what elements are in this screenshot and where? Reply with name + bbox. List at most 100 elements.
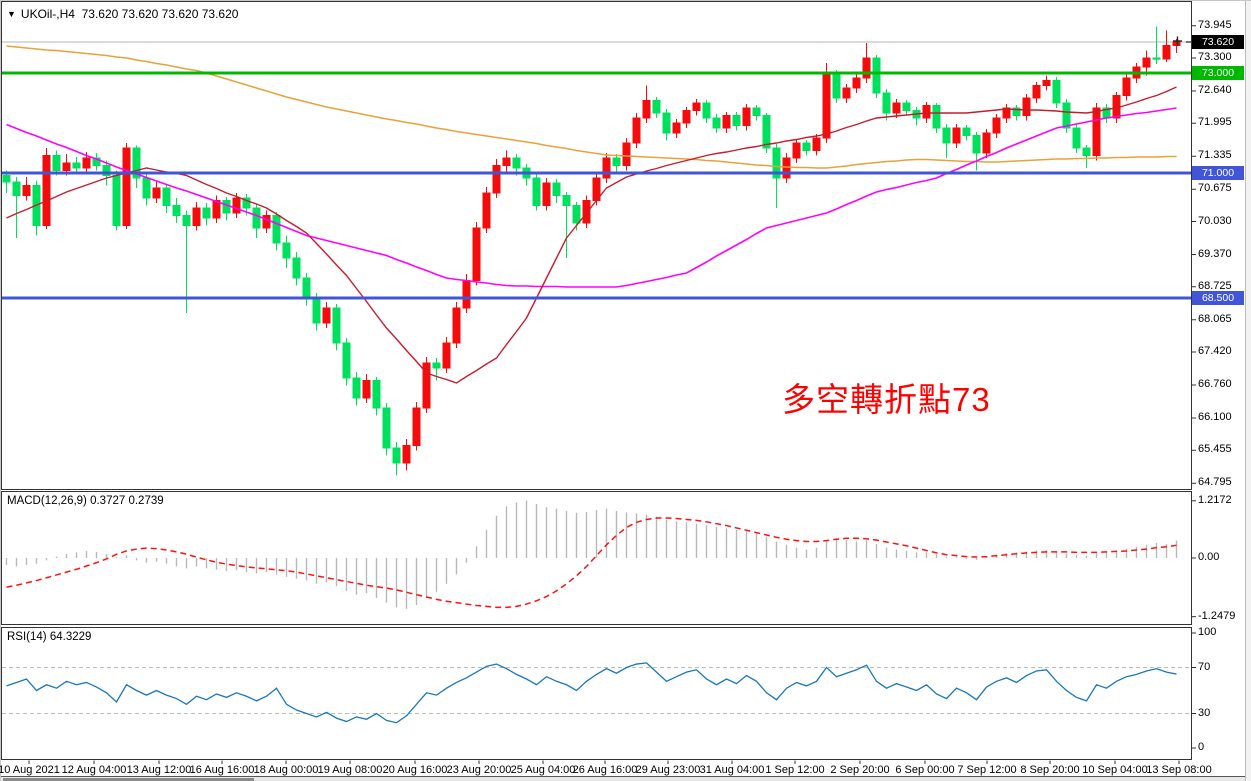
candle-up	[412, 407, 421, 446]
candle-down	[1152, 57, 1161, 60]
candle-down	[392, 447, 401, 464]
candle-up	[62, 162, 71, 171]
candle-down	[372, 380, 381, 409]
price-badge: 73.000	[1192, 66, 1244, 80]
rsi-values: 64.3229	[49, 631, 92, 643]
candle-down	[242, 197, 251, 209]
symbol-dropdown-icon[interactable]: ▼	[7, 9, 16, 19]
axis-label: 69.370	[1198, 247, 1232, 260]
candle-up	[122, 147, 131, 226]
candle-up	[672, 122, 681, 134]
candle-down	[132, 147, 141, 179]
candle-down	[572, 205, 581, 224]
date-label: 20 Aug 16:00	[382, 764, 448, 776]
axis-label: 64.795	[1198, 476, 1232, 489]
candle-up	[492, 165, 501, 194]
candle-down	[292, 257, 301, 279]
candle-down	[512, 157, 521, 169]
candle-down	[932, 105, 941, 129]
candle-down	[272, 215, 281, 244]
candle-down	[92, 157, 101, 166]
candle-down	[532, 177, 541, 206]
date-label: 13 Aug 12:00	[126, 764, 192, 776]
candle-up	[1162, 45, 1171, 60]
date-label: 13 Sep 08:00	[1146, 764, 1212, 776]
candle-up	[692, 102, 701, 111]
candle-up	[582, 200, 591, 224]
candle-down	[752, 107, 761, 116]
ohlc-quotes: 73.620 73.620 73.620 73.620	[81, 7, 239, 21]
candle-down	[432, 362, 441, 369]
candle-up	[1092, 107, 1101, 156]
candle-down	[2, 175, 11, 183]
axis-label: 71.335	[1198, 149, 1232, 162]
candle-up	[982, 132, 991, 154]
axis-label: 70.675	[1198, 182, 1232, 195]
candle-down	[102, 165, 111, 176]
axis-label: 68.065	[1198, 312, 1232, 325]
candle-down	[382, 407, 391, 449]
candle-down	[222, 200, 231, 214]
candle-down	[252, 207, 261, 229]
axis-label: 1.2172	[1198, 493, 1232, 506]
rsi-name: RSI(14)	[7, 631, 47, 643]
axis-label: 100	[1198, 626, 1217, 638]
candle-down	[872, 57, 881, 94]
candle-down	[662, 112, 671, 134]
date-label: 23 Aug 20:00	[446, 764, 512, 776]
date-label: 10 Sep 04:00	[1082, 764, 1148, 776]
axis-label: 73.300	[1198, 51, 1232, 63]
candle-up	[192, 207, 201, 226]
candle-down	[732, 115, 741, 126]
candle-down	[962, 127, 971, 136]
candle-down	[552, 182, 561, 196]
rsi-indicator-label: RSI(14) 64.3229	[7, 631, 91, 643]
candle-up	[782, 157, 791, 179]
date-label: 26 Aug 16:00	[572, 764, 638, 776]
price-badge: 71.000	[1192, 166, 1244, 180]
candle-up	[82, 157, 91, 169]
date-label: 12 Aug 04:00	[61, 764, 127, 776]
axis-label: 68.725	[1198, 279, 1232, 292]
candle-up	[952, 127, 961, 144]
candle-down	[172, 205, 181, 216]
candle-up	[862, 57, 871, 79]
axis-label: 70.030	[1198, 214, 1232, 227]
candle-up	[262, 215, 271, 229]
axis-label: 0.00	[1198, 551, 1220, 563]
candle-up	[452, 307, 461, 344]
candle-up	[622, 142, 631, 166]
candle-down	[832, 72, 841, 99]
scrollbar-thumb[interactable]	[3, 778, 254, 781]
candle-down	[302, 277, 311, 299]
candle-up	[842, 87, 851, 99]
candle-down	[52, 155, 61, 171]
axis-label: 0	[1198, 741, 1205, 753]
candle-down	[1082, 147, 1091, 156]
axis-label: 66.760	[1198, 378, 1232, 390]
candle-down	[612, 157, 621, 166]
candle-up	[402, 445, 411, 464]
horizontal-scrollbar[interactable]	[1, 776, 1246, 781]
candle-up	[1032, 85, 1041, 99]
candle-up	[1142, 57, 1151, 68]
candle-up	[22, 185, 31, 196]
candle-up	[1002, 107, 1011, 119]
date-label: 10 Aug 2021	[0, 764, 60, 776]
candle-up	[682, 110, 691, 124]
axis-label: -1.2479	[1198, 609, 1236, 622]
candle-up	[1042, 80, 1051, 86]
candle-up	[822, 72, 831, 139]
candle-up	[1022, 97, 1031, 116]
chart-title: ▼ UKOil-,H4 73.620 73.620 73.620 73.620	[7, 7, 238, 21]
candle-up	[922, 105, 931, 119]
price-badge: 73.620	[1192, 35, 1244, 49]
candle-up	[232, 197, 241, 214]
date-label: 7 Sep 12:00	[957, 764, 1017, 776]
candle-up	[462, 280, 471, 309]
date-label: 2 Sep 20:00	[830, 764, 890, 776]
candle-up	[152, 187, 161, 199]
candle-up	[642, 100, 651, 119]
candle-down	[72, 162, 81, 169]
